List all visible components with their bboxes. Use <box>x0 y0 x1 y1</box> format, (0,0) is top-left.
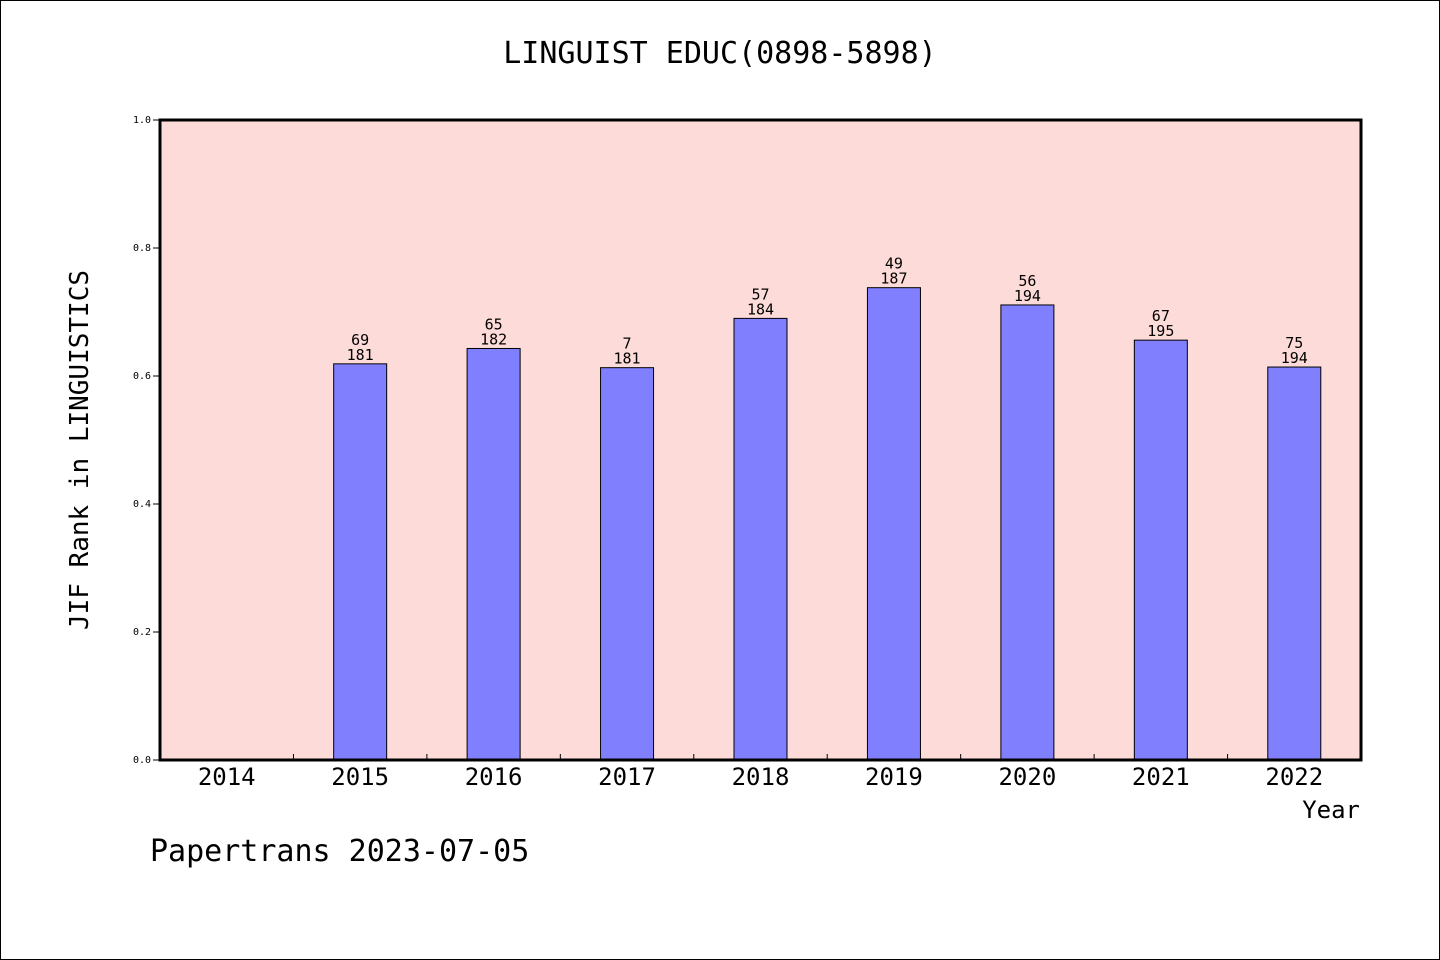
bar <box>733 317 788 761</box>
bar <box>866 287 921 761</box>
bar <box>466 347 521 761</box>
x-tick-label: 2018 <box>732 763 790 791</box>
y-tick-label: 1.0 <box>133 115 151 126</box>
x-tick-label: 2014 <box>198 763 256 791</box>
plot-border <box>158 118 1363 762</box>
bar-total-label: 184 <box>747 300 774 318</box>
y-tick-label: 0.2 <box>133 627 151 638</box>
bar-total-label: 194 <box>1281 349 1308 367</box>
bar-rank-label: 75 <box>1285 334 1303 352</box>
bar-rank-label: 67 <box>1152 307 1170 325</box>
bar-total-label: 187 <box>880 270 907 288</box>
chart-title: LINGUIST EDUC(0898-5898) <box>503 36 937 71</box>
bar-rank-label: 7 <box>623 335 632 353</box>
bar-rank-label: 65 <box>485 315 503 333</box>
x-tick-label: 2022 <box>1265 763 1323 791</box>
bar <box>1000 304 1055 761</box>
bar-rank-label: 56 <box>1018 272 1036 290</box>
bar-rank-label: 69 <box>351 331 369 349</box>
bar-total-label: 181 <box>347 346 374 364</box>
y-tick-label: 0.6 <box>133 371 151 382</box>
bar-total-label: 181 <box>614 350 641 368</box>
x-axis-ticks: 2014 2015 2016 2017 2018 2019 2020 2021 2022 <box>198 754 1323 791</box>
bar-total-label: 182 <box>480 330 507 348</box>
x-tick-label: 2020 <box>998 763 1056 791</box>
bar <box>1267 366 1322 761</box>
bar <box>600 367 655 761</box>
bar-total-label: 195 <box>1147 322 1174 340</box>
bar <box>333 363 388 761</box>
footer-credit: Papertrans 2023-07-05 <box>150 834 530 869</box>
bar <box>1133 339 1188 761</box>
bar-rank-label: 49 <box>885 255 903 273</box>
bar-total-label: 194 <box>1014 287 1041 305</box>
y-axis-ticks: 0.0 0.2 0.4 0.6 0.8 1.0 <box>133 115 160 766</box>
x-tick-label: 2019 <box>865 763 923 791</box>
bar-rank-label: 57 <box>751 285 769 303</box>
y-tick-label: 0.4 <box>133 499 151 510</box>
y-tick-label: 0.0 <box>133 755 151 766</box>
y-tick-label: 0.8 <box>133 243 151 254</box>
x-tick-label: 2021 <box>1132 763 1190 791</box>
x-tick-label: 2015 <box>331 763 389 791</box>
x-tick-label: 2017 <box>598 763 656 791</box>
x-axis-label: Year <box>1302 796 1360 824</box>
x-tick-label: 2016 <box>465 763 523 791</box>
